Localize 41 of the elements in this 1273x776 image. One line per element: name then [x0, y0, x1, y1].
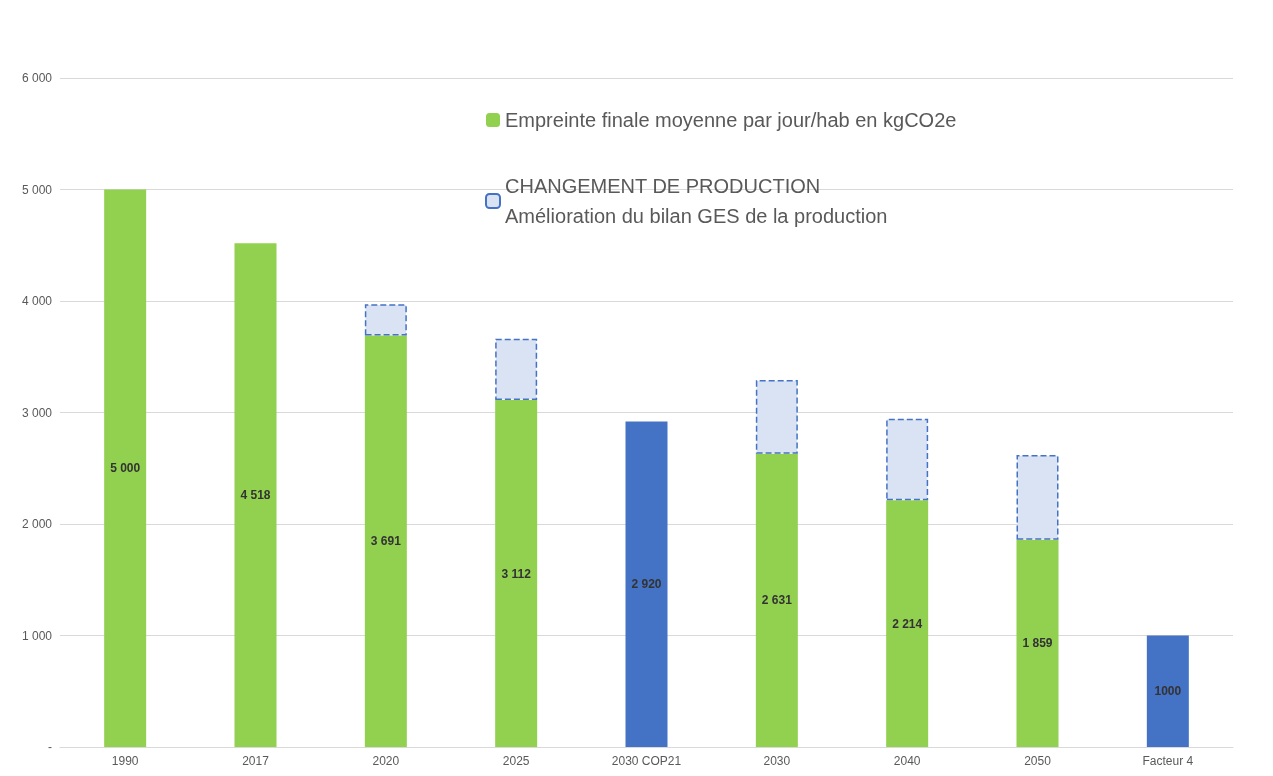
bar — [364, 304, 407, 336]
y-tick-label: 2 000 — [21, 517, 53, 531]
bar — [495, 338, 538, 401]
x-tick-label: 2020 — [372, 754, 400, 768]
y-tick-label: - — [48, 740, 52, 754]
legend-label: CHANGEMENT DE PRODUCTION Amélioration du bilan GES de la production — [505, 175, 888, 227]
data-label: 5 000 — [110, 461, 141, 476]
bar — [886, 500, 929, 747]
data-label: 2 214 — [892, 616, 923, 631]
x-tick-label: 2030 COP21 — [611, 754, 682, 768]
x-tick-label: 2025 — [502, 754, 530, 768]
bar — [104, 189, 147, 747]
data-label: 3 112 — [501, 566, 532, 581]
x-tick-label: 2030 — [763, 754, 791, 768]
x-tick-label: Facteur 4 — [1142, 754, 1194, 768]
bar — [625, 421, 668, 747]
legend-label: Empreinte finale moyenne par jour/hab en kgCO2e — [505, 109, 957, 131]
bar — [1016, 539, 1059, 747]
y-tick-label: 3 000 — [21, 405, 53, 420]
x-tick-label: 1990 — [111, 754, 139, 768]
y-tick-label: 1 000 — [21, 628, 53, 643]
y-tick-label: 6 000 — [21, 71, 53, 85]
x-tick-label: 2050 — [1024, 754, 1052, 768]
bar — [1016, 454, 1059, 540]
bar — [234, 243, 277, 747]
bar — [364, 335, 407, 747]
bar — [886, 418, 929, 501]
x-tick-label: 2040 — [893, 754, 921, 768]
data-label: 2 631 — [761, 593, 793, 608]
data-label: 1000 — [1154, 684, 1182, 699]
bar — [755, 380, 798, 454]
data-label: 2 920 — [631, 577, 662, 592]
bar — [495, 400, 538, 747]
y-tick-label: 5 000 — [21, 182, 53, 197]
data-label: 4 518 — [240, 488, 271, 503]
data-label: 1 859 — [1022, 636, 1053, 651]
y-tick-label: 4 000 — [21, 294, 53, 308]
data-label: 3 691 — [370, 534, 402, 549]
bar — [755, 453, 798, 747]
bar — [1146, 635, 1189, 747]
x-tick-label: 2017 — [242, 754, 270, 768]
